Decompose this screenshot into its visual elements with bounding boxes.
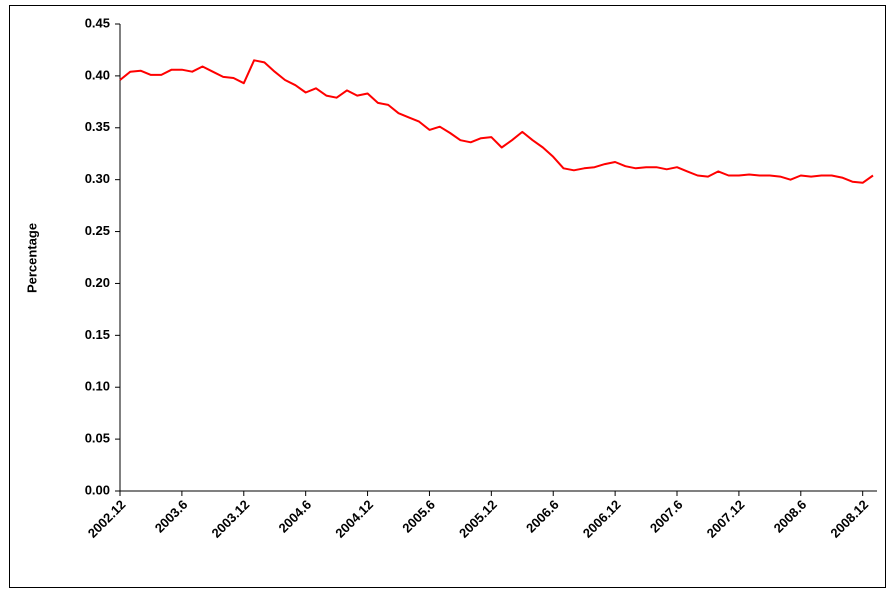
y-tick-label: 0.05 [85, 431, 110, 446]
data-line [119, 59, 874, 184]
y-tick-label: 0.10 [85, 379, 110, 394]
y-tick-label: 0.30 [85, 171, 110, 186]
y-tick-label: 0.00 [85, 482, 110, 497]
chart-frame [9, 5, 886, 588]
y-tick-label: 0.20 [85, 275, 110, 290]
y-tick-label: 0.45 [85, 15, 110, 30]
y-tick-label: 0.35 [85, 119, 110, 134]
y-axis-label: Percentage [24, 223, 39, 293]
y-tick-label: 0.15 [85, 327, 110, 342]
y-tick-label: 0.25 [85, 223, 110, 238]
y-tick-label: 0.40 [85, 67, 110, 82]
